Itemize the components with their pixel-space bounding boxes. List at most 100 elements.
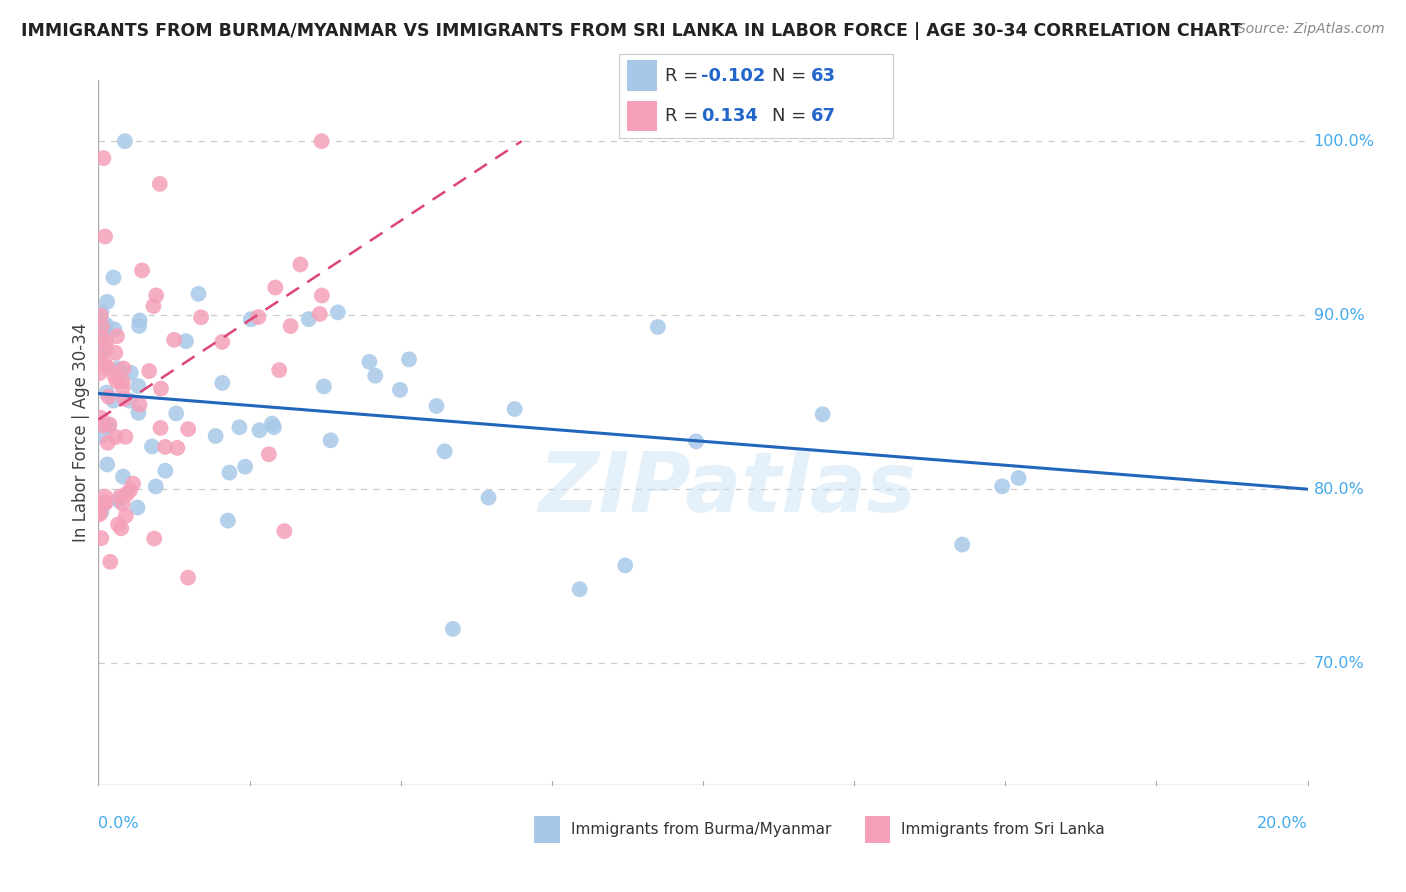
Point [249, 423, 271, 437]
Point [141, 440, 163, 454]
Point [96, 458, 118, 472]
Point [153, 440, 176, 454]
Point [94, 496, 117, 510]
Point [103, 393, 125, 408]
Point [97, 361, 120, 376]
Point [128, 313, 150, 327]
Point [166, 441, 188, 455]
Point [104, 346, 127, 360]
Point [145, 288, 167, 302]
Point [165, 406, 187, 420]
Point [114, 134, 136, 148]
Point [108, 490, 131, 504]
Point [503, 402, 526, 417]
Point [149, 421, 172, 435]
Point [398, 352, 420, 367]
Point [89, 352, 111, 367]
Point [155, 464, 177, 478]
Point [90, 428, 112, 442]
Point [143, 532, 166, 546]
Point [211, 376, 233, 390]
Point [114, 508, 136, 523]
Point [91, 330, 114, 344]
Point [177, 422, 200, 436]
Point [311, 288, 333, 302]
Point [326, 305, 349, 319]
Point [174, 334, 197, 348]
Point [118, 393, 141, 408]
Point [217, 514, 239, 528]
Point [228, 420, 250, 434]
Text: -0.102: -0.102 [700, 67, 765, 85]
Y-axis label: In Labor Force | Age 30-34: In Labor Force | Age 30-34 [72, 323, 90, 542]
Point [128, 398, 150, 412]
Point [94, 325, 117, 339]
Point [177, 571, 200, 585]
Point [280, 319, 302, 334]
Point [94, 318, 117, 332]
Point [120, 366, 142, 380]
Point [1007, 471, 1029, 485]
Point [298, 312, 321, 326]
Point [104, 369, 127, 384]
Point [204, 429, 226, 443]
Point [145, 479, 167, 493]
Point [90, 410, 112, 425]
Point [94, 495, 117, 509]
Point [114, 392, 136, 406]
Point [218, 466, 240, 480]
Point [364, 368, 387, 383]
Point [477, 491, 499, 505]
Point [131, 263, 153, 277]
Text: R =: R = [665, 67, 704, 85]
Point [142, 299, 165, 313]
Point [114, 430, 136, 444]
Text: 63: 63 [810, 67, 835, 85]
Point [950, 538, 973, 552]
Text: 0.134: 0.134 [700, 107, 758, 125]
Point [93, 151, 115, 165]
Point [319, 434, 342, 448]
Point [127, 406, 149, 420]
Point [127, 379, 149, 393]
Point [90, 309, 112, 323]
Point [93, 343, 115, 357]
Text: Source: ZipAtlas.com: Source: ZipAtlas.com [1237, 22, 1385, 37]
Text: N =: N = [772, 107, 813, 125]
Bar [627, 101, 657, 131]
Point [108, 493, 131, 508]
Text: 70.0%: 70.0% [1313, 656, 1364, 671]
Point [568, 582, 591, 597]
Point [97, 390, 120, 404]
Point [433, 444, 456, 458]
Point [98, 555, 121, 569]
Text: 0.0%: 0.0% [98, 816, 139, 831]
Point [273, 524, 295, 538]
Point [112, 361, 135, 376]
Point [94, 342, 117, 356]
Point [103, 270, 125, 285]
Point [247, 310, 270, 324]
Point [257, 447, 280, 461]
Point [111, 380, 134, 394]
Text: 67: 67 [810, 107, 835, 125]
Point [107, 361, 129, 376]
Point [260, 417, 283, 431]
Text: IMMIGRANTS FROM BURMA/MYANMAR VS IMMIGRANTS FROM SRI LANKA IN LABOR FORCE | AGE : IMMIGRANTS FROM BURMA/MYANMAR VS IMMIGRA… [21, 22, 1243, 40]
Point [685, 434, 707, 449]
Point [127, 500, 149, 515]
Point [91, 418, 114, 433]
Point [97, 435, 120, 450]
Point [239, 312, 262, 326]
Point [264, 280, 287, 294]
Point [263, 420, 285, 434]
Point [96, 335, 118, 350]
Point [97, 419, 120, 434]
Text: 20.0%: 20.0% [1257, 816, 1308, 831]
Point [90, 505, 112, 519]
Text: 100.0%: 100.0% [1313, 134, 1375, 149]
Point [90, 305, 112, 319]
Text: R =: R = [665, 107, 704, 125]
Point [441, 622, 464, 636]
Point [97, 418, 120, 433]
